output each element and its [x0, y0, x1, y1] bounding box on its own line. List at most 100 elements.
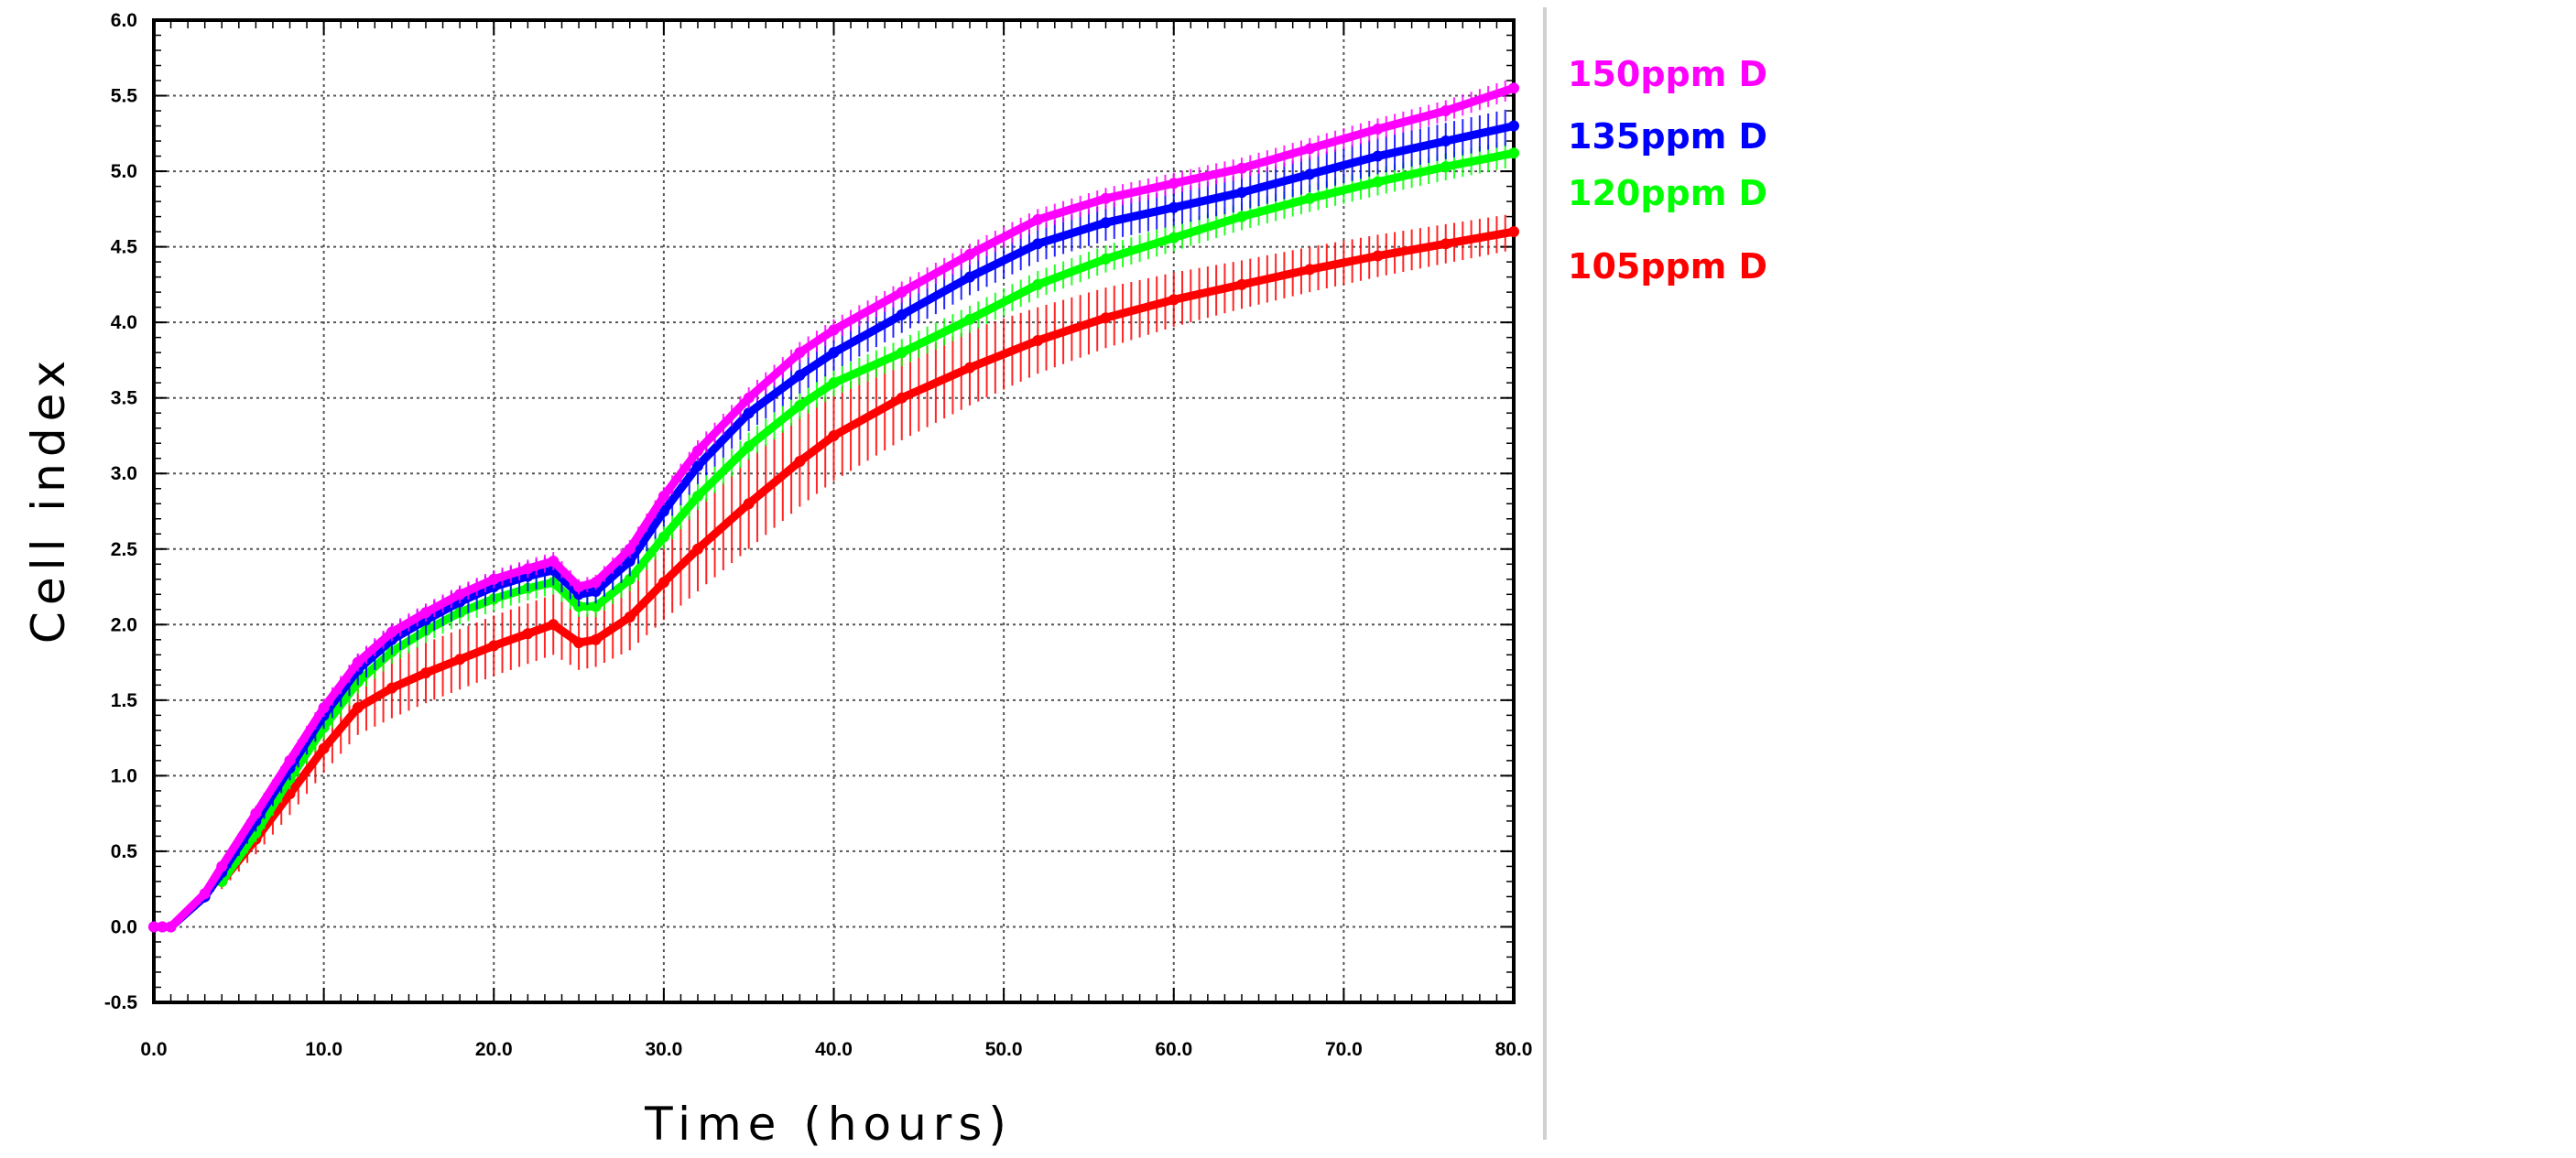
data-point — [420, 667, 431, 679]
data-point — [1032, 238, 1044, 250]
series-layer — [148, 80, 1519, 933]
data-point — [352, 702, 364, 714]
data-point — [692, 460, 703, 471]
data-point — [590, 601, 602, 612]
data-point — [896, 287, 908, 298]
data-point — [1440, 135, 1451, 147]
data-point — [692, 543, 703, 555]
data-point — [1236, 162, 1247, 174]
x-tick-label: 0.0 — [140, 1039, 167, 1060]
y-tick-label: 3.5 — [111, 388, 138, 409]
y-tick-label: 1.0 — [111, 765, 137, 786]
data-point — [1032, 334, 1044, 346]
y-tick-label: 5.5 — [111, 86, 138, 107]
data-point — [318, 702, 330, 714]
data-point — [964, 248, 975, 260]
data-point — [199, 888, 211, 900]
data-point — [964, 271, 975, 283]
y-tick-label: 2.0 — [111, 614, 137, 635]
data-point — [658, 577, 669, 589]
legend-entry: 105ppm D — [1568, 246, 1767, 287]
data-point — [896, 308, 908, 320]
y-tick-label: 6.0 — [111, 10, 137, 31]
y-tick-label: 5.0 — [111, 161, 137, 182]
data-point — [157, 921, 168, 933]
data-point — [590, 577, 602, 589]
y-tick-label: 4.5 — [111, 237, 138, 258]
data-point — [743, 440, 755, 452]
data-point — [573, 637, 585, 649]
x-tick-label: 30.0 — [645, 1039, 682, 1060]
data-point — [1304, 192, 1316, 204]
data-point — [1236, 211, 1247, 222]
data-point — [743, 392, 755, 404]
data-point — [522, 628, 534, 640]
data-point — [1304, 264, 1316, 276]
legend-entry: 135ppm D — [1568, 116, 1767, 157]
x-tick-label: 40.0 — [815, 1039, 853, 1060]
data-point — [1100, 217, 1112, 229]
data-point — [794, 347, 806, 359]
axis-labels: -0.5 0.0 0.5 1.0 1.5 2.0 2.5 3.0 3.5 4.0 4.5 5.0 5.5… — [104, 10, 1533, 1060]
data-point — [488, 640, 500, 652]
data-point — [318, 742, 330, 754]
data-point — [1372, 250, 1384, 262]
data-point — [964, 362, 975, 373]
data-point — [454, 589, 466, 601]
y-tick-label: -0.5 — [104, 992, 138, 1013]
data-point — [386, 682, 397, 694]
data-point — [896, 347, 908, 359]
data-point — [1372, 176, 1384, 188]
data-point — [1032, 278, 1044, 290]
data-point — [284, 754, 296, 766]
data-point — [284, 788, 296, 800]
x-tick-label: 60.0 — [1155, 1039, 1192, 1060]
data-point — [1100, 253, 1112, 265]
data-point — [624, 555, 636, 567]
data-point — [250, 807, 262, 819]
data-point — [964, 313, 975, 325]
data-point — [522, 563, 534, 575]
data-point — [216, 860, 228, 872]
x-tick-label: 70.0 — [1325, 1039, 1363, 1060]
y-tick-label: 1.5 — [111, 690, 138, 711]
data-point — [1304, 168, 1316, 180]
data-point — [1440, 161, 1451, 173]
data-point — [896, 392, 908, 404]
data-point — [743, 498, 755, 510]
data-point — [658, 505, 669, 517]
y-tick-label: 3.0 — [111, 463, 137, 484]
series-150ppm-d — [148, 80, 1519, 933]
legend-entry: 120ppm D — [1568, 173, 1767, 213]
data-point — [1032, 213, 1044, 225]
data-point — [352, 656, 364, 668]
data-point — [1168, 201, 1179, 213]
series-120ppm-d — [216, 141, 1519, 888]
data-point — [454, 654, 466, 666]
data-point — [692, 445, 703, 457]
x-tick-label: 20.0 — [475, 1039, 513, 1060]
data-point — [548, 619, 560, 631]
data-point — [828, 347, 840, 359]
data-point — [1508, 120, 1519, 132]
data-point — [1440, 105, 1451, 117]
y-axis-title: Cell index — [22, 354, 75, 644]
data-point — [1236, 278, 1247, 290]
series-105ppm-d — [216, 214, 1519, 890]
data-point — [624, 573, 636, 585]
data-point — [165, 921, 177, 933]
data-point — [548, 555, 560, 567]
data-point — [1372, 150, 1384, 162]
minor-ticks — [153, 19, 1515, 1003]
data-point — [420, 607, 431, 619]
data-point — [658, 531, 669, 543]
data-point — [1236, 187, 1247, 199]
data-point — [828, 429, 840, 441]
y-tick-label: 2.5 — [111, 539, 138, 560]
data-point — [1100, 312, 1112, 324]
data-point — [386, 626, 397, 638]
y-tick-label: 4.0 — [111, 312, 137, 333]
data-point — [1168, 178, 1179, 189]
data-point — [148, 921, 159, 933]
data-point — [1372, 123, 1384, 135]
